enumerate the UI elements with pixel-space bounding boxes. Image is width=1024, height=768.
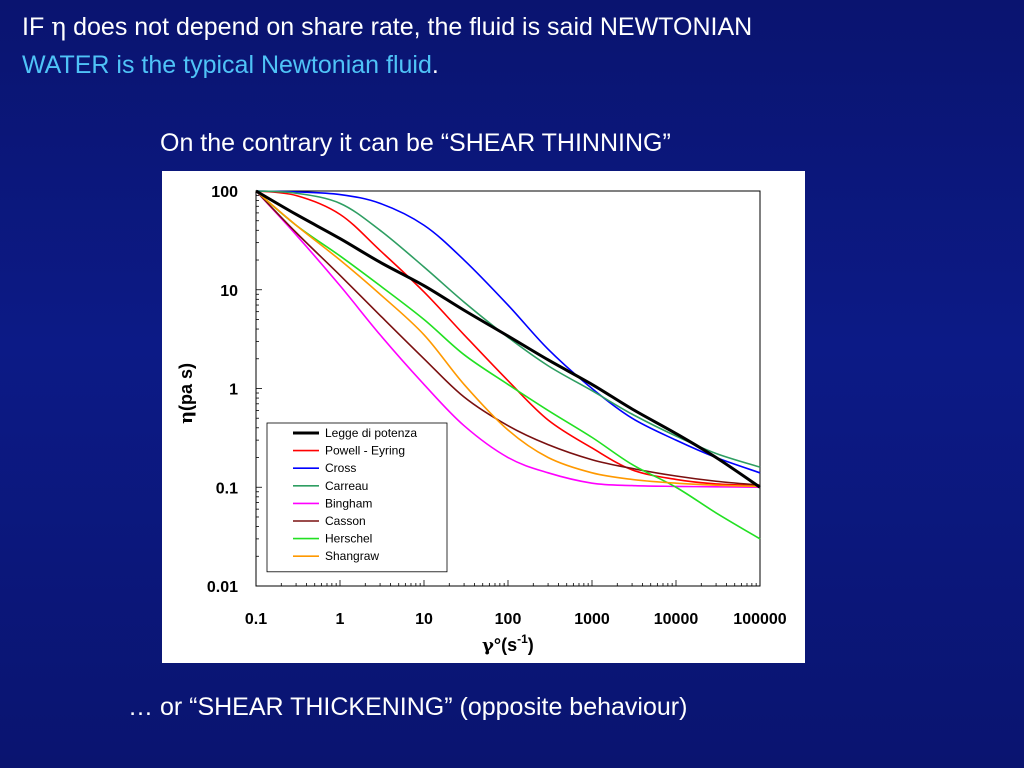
legend-label: Cross: [325, 461, 356, 475]
chart-panel: 0.1 1 10 100 1000 10000 100000 0.01 0.1 1 10 100 γ°(…: [162, 171, 805, 663]
series-line-herschel: [255, 190, 761, 540]
viscosity-chart: 0.1 1 10 100 1000 10000 100000 0.01 0.1 1 10 100 γ°(…: [176, 184, 787, 656]
headline-newtonian: IF η does not depend on share rate, the …: [22, 12, 753, 41]
x-tick-label: 100000: [733, 611, 786, 628]
x-tick-label: 1000: [574, 611, 610, 628]
x-tick-label: 0.1: [245, 611, 267, 628]
x-axis-label: γ°(s-1): [482, 632, 534, 656]
x-tick-label: 100: [495, 611, 522, 628]
series-line-cross: [255, 190, 761, 474]
y-axis-label: η(pa s): [176, 363, 197, 424]
x-tick-label: 10: [415, 611, 433, 628]
y-tick-label: 100: [211, 184, 238, 201]
x-tick-label: 10000: [654, 611, 699, 628]
eta-symbol: η: [51, 12, 67, 41]
y-tick-label: 0.01: [207, 579, 238, 596]
legend-label: Carreau: [325, 479, 368, 493]
series-line-powell-eyring: [255, 190, 761, 487]
legend-label: Bingham: [325, 496, 372, 510]
series-line-legge-di-potenza: [255, 189, 761, 489]
water-highlight: WATER is the typical Newtonian fluid: [22, 51, 432, 79]
series-line-casson: [255, 190, 761, 486]
shear-thinning-heading: On the contrary it can be “SHEAR THINNIN…: [160, 129, 671, 157]
x-tick-label: 1: [336, 611, 345, 628]
y-tick-label: 10: [220, 283, 238, 300]
legend-label: Shangraw: [325, 549, 379, 563]
legend-label: Casson: [325, 514, 366, 528]
legend-label: Powell - Eyring: [325, 444, 405, 458]
water-note: WATER is the typical Newtonian fluid.: [22, 51, 439, 79]
y-tick-label: 0.1: [216, 480, 238, 497]
legend-label: Legge di potenza: [325, 426, 417, 440]
legend-label: Herschel: [325, 532, 372, 546]
legend-box: [266, 422, 448, 573]
series-line-shangraw: [255, 190, 761, 488]
y-tick-label: 1: [229, 382, 238, 399]
shear-thickening-note: … or “SHEAR THICKENING” (opposite behavi…: [128, 693, 688, 721]
